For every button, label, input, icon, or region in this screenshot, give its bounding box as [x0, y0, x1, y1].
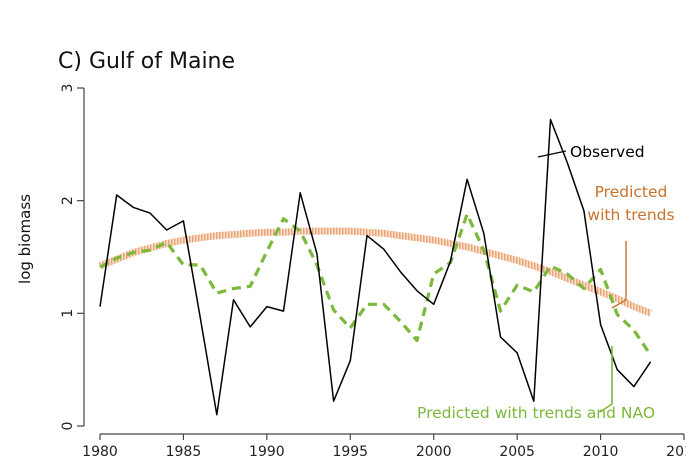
- nao-annotation-leader: [599, 346, 613, 413]
- predicted-trends-line: [98, 227, 652, 317]
- y-ticks: 0 1 2 3: [60, 84, 84, 431]
- x-ticks: 1980 1985 1990 1995 2000 2005 2010 2015: [82, 434, 686, 460]
- trends-annotation-text: Predicted: [595, 183, 668, 201]
- chart-title: C) Gulf of Maine: [58, 49, 235, 74]
- y-tick-label: 2: [60, 196, 76, 205]
- observed-annotation-leader: [537, 150, 567, 158]
- series-layer: [98, 118, 652, 416]
- x-tick-label: 2010: [583, 444, 619, 460]
- trends-annotation-text: with trends: [587, 206, 674, 224]
- y-tick-label: 3: [60, 84, 76, 93]
- x-tick-label: 1995: [332, 444, 368, 460]
- x-tick-label: 2000: [416, 444, 452, 460]
- x-tick-label: 1980: [82, 444, 118, 460]
- observed-annotation-text: Observed: [570, 143, 645, 161]
- y-tick-label: 1: [60, 309, 76, 318]
- y-axis-label: log biomass: [16, 194, 34, 284]
- x-tick-label: 2015: [666, 444, 686, 460]
- x-tick-label: 1990: [249, 444, 285, 460]
- trends-annotation-leader: [611, 241, 627, 309]
- y-tick-label: 0: [60, 422, 76, 431]
- x-tick-label: 1985: [166, 444, 202, 460]
- nao-annotation-text: Predicted with trends and NAO: [417, 404, 655, 422]
- observed-line: [99, 118, 652, 416]
- annotation-layer: Observed Predicted with trends Predicted wi…: [417, 143, 675, 422]
- x-tick-label: 2005: [499, 444, 535, 460]
